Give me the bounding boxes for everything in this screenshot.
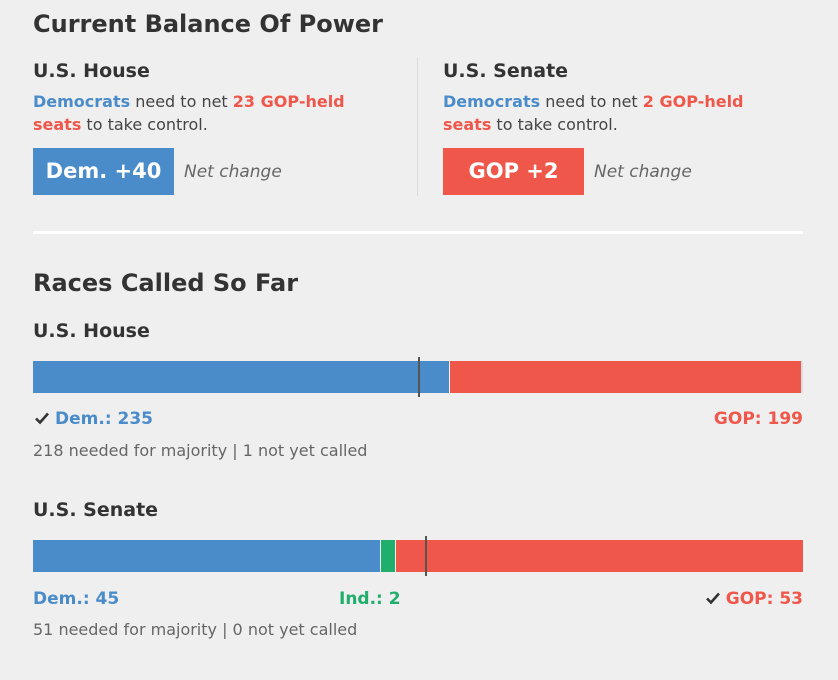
column-divider xyxy=(417,58,418,196)
senate-party: Democrats xyxy=(443,92,541,111)
house-bar-segment-gap xyxy=(448,361,450,393)
check-icon xyxy=(705,592,720,605)
house-bar-segment-dem xyxy=(33,361,449,393)
senate-bar-segment-ind xyxy=(379,540,395,572)
senate-seat-bar xyxy=(33,536,803,576)
house-net-change-badge: Dem. +40 xyxy=(33,148,174,195)
senate-dem-label: Dem.: 45 xyxy=(33,589,120,609)
senate-gop-label: GOP: 53 xyxy=(725,589,803,609)
house-balance-sentence: Democrats need to net 23 GOP-held seats … xyxy=(33,90,383,136)
house-majority-note: 218 needed for majority | 1 not yet call… xyxy=(33,441,368,460)
senate-majority-note: 51 needed for majority | 0 not yet calle… xyxy=(33,620,358,639)
senate-bar-segment-dem xyxy=(33,540,380,572)
house-gop-label: GOP: 199 xyxy=(713,409,803,429)
senate-gop-total: GOP: 53 xyxy=(705,589,803,609)
senate-end-text: to take control. xyxy=(491,115,618,134)
house-need-text: need to net xyxy=(130,92,233,111)
senate-net-change-badge: GOP +2 xyxy=(443,148,584,195)
house-bar-segment-gop xyxy=(448,361,802,393)
senate-ind-total: Ind.: 2 xyxy=(339,589,401,609)
house-end-text: to take control. xyxy=(81,115,208,134)
house-majority-marker xyxy=(417,357,420,397)
senate-bar-segment-gop xyxy=(394,540,803,572)
senate-race-title: U.S. Senate xyxy=(33,499,159,521)
house-gop-total: GOP: 199 xyxy=(714,409,803,429)
senate-balance-sentence: Democrats need to net 2 GOP-held seats t… xyxy=(443,90,793,136)
senate-bar-segment-gap xyxy=(379,540,381,572)
senate-net-row: GOP +2 Net change xyxy=(443,148,803,195)
house-balance-title: U.S. House xyxy=(33,60,150,82)
senate-need-text: need to net xyxy=(540,92,643,111)
senate-ind-label: Ind.: 2 xyxy=(339,589,401,609)
balance-title: Current Balance Of Power xyxy=(33,10,383,38)
house-dem-total: Dem.: 235 xyxy=(35,409,153,429)
house-seat-bar xyxy=(33,357,803,397)
senate-balance-panel: U.S. Senate Democrats need to net 2 GOP-… xyxy=(443,58,803,195)
senate-dem-total: Dem.: 45 xyxy=(33,589,119,609)
house-dem-label: Dem.: 235 xyxy=(55,409,154,429)
senate-bar-segment-gap xyxy=(394,540,396,572)
house-net-row: Dem. +40 Net change xyxy=(33,148,393,195)
check-icon xyxy=(35,412,49,425)
house-seats-needed: 23 GOP-held seats xyxy=(33,92,345,134)
senate-seats-needed: 2 GOP-held seats xyxy=(443,92,744,134)
senate-majority-marker xyxy=(424,536,427,576)
section-divider xyxy=(33,231,803,234)
races-title: Races Called So Far xyxy=(33,269,299,297)
senate-net-change-caption: Net change xyxy=(594,161,692,182)
house-balance-panel: U.S. House Democrats need to net 23 GOP-… xyxy=(33,58,393,195)
house-party: Democrats xyxy=(33,92,131,111)
house-net-change-caption: Net change xyxy=(184,161,282,182)
senate-balance-title: U.S. Senate xyxy=(443,60,569,82)
house-race-title: U.S. House xyxy=(33,320,150,342)
